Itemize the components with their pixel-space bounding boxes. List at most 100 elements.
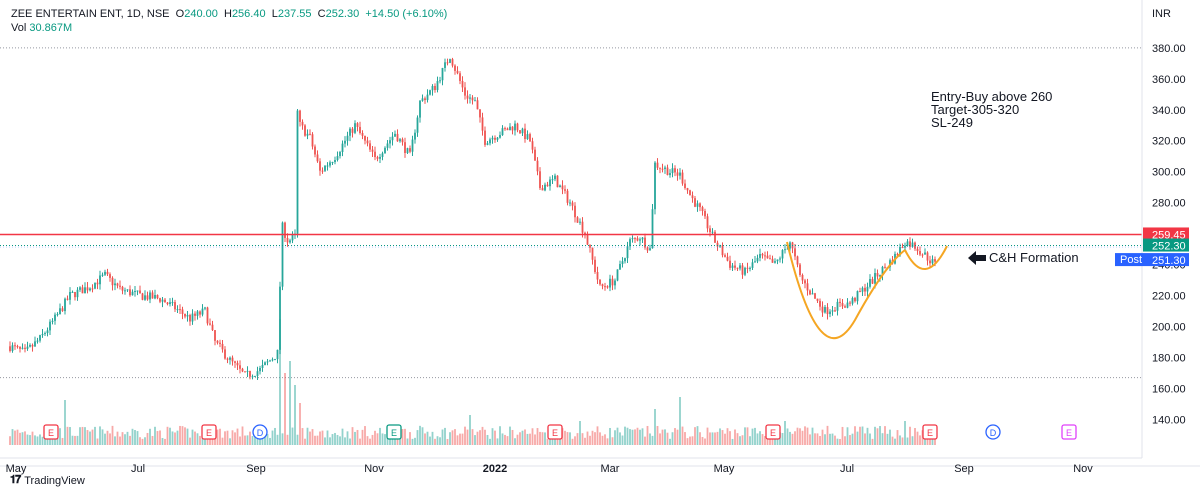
volume-bar bbox=[909, 426, 911, 445]
volume-bar bbox=[531, 428, 534, 445]
volume-bar bbox=[611, 437, 614, 445]
symbol-header[interactable]: ZEE ENTERTAIN ENT, 1D, NSE O240.00 H256.… bbox=[11, 8, 447, 20]
volume-bar bbox=[104, 433, 106, 445]
candle-body bbox=[479, 109, 481, 118]
candle-body bbox=[276, 349, 279, 360]
candle-body bbox=[669, 173, 671, 176]
earnings-marker-icon[interactable]: E bbox=[1061, 424, 1077, 440]
volume-bar bbox=[361, 429, 364, 445]
volume-bar bbox=[59, 428, 61, 445]
volume-bar bbox=[331, 434, 334, 445]
candle-body bbox=[136, 290, 139, 292]
earnings-marker-icon[interactable]: E bbox=[765, 424, 781, 440]
volume-bar bbox=[354, 431, 356, 445]
dividend-marker-icon[interactable]: D bbox=[985, 424, 1001, 440]
volume-bar bbox=[379, 427, 381, 445]
volume-bar bbox=[149, 428, 151, 445]
candle-body bbox=[604, 286, 606, 288]
volume-bar bbox=[541, 432, 544, 445]
volume-bar bbox=[814, 433, 816, 445]
volume-bar bbox=[81, 426, 84, 445]
candle-body bbox=[81, 287, 84, 294]
volume-bar bbox=[569, 432, 571, 445]
candle-body bbox=[406, 148, 409, 153]
candle-body bbox=[534, 149, 536, 161]
candle-body bbox=[749, 267, 751, 269]
candle-body bbox=[659, 167, 661, 169]
volume-bar bbox=[24, 431, 26, 445]
candle-body bbox=[41, 334, 44, 336]
candle-body bbox=[201, 308, 204, 315]
candle-body bbox=[801, 275, 804, 281]
volume-bar bbox=[406, 438, 409, 445]
x-tick-label: 2022 bbox=[483, 463, 507, 475]
volume-bar bbox=[741, 435, 744, 445]
candle-body bbox=[94, 282, 96, 289]
candle-body bbox=[446, 62, 449, 64]
volume-bar bbox=[659, 433, 661, 445]
candle-body bbox=[79, 287, 81, 290]
candle-body bbox=[759, 253, 761, 258]
earnings-marker-icon[interactable]: E bbox=[386, 424, 402, 440]
volume-bar bbox=[341, 428, 344, 445]
candle-body bbox=[501, 128, 504, 136]
candle-body bbox=[176, 309, 179, 311]
volume-bar bbox=[889, 429, 891, 445]
volume-bar bbox=[624, 426, 626, 445]
volume-bar bbox=[919, 435, 921, 445]
candle-body bbox=[246, 370, 249, 372]
candle-body bbox=[26, 346, 29, 349]
candle-body bbox=[484, 130, 486, 145]
candle-body bbox=[529, 134, 531, 142]
volume-bar bbox=[476, 431, 479, 445]
candle-body bbox=[841, 303, 844, 307]
candle-body bbox=[334, 160, 336, 163]
volume-bar bbox=[179, 425, 181, 445]
volume-bar bbox=[301, 428, 304, 445]
candle-body bbox=[234, 361, 236, 363]
volume-header[interactable]: Vol 30.867M bbox=[11, 22, 72, 34]
volume-bar bbox=[244, 435, 246, 445]
earnings-marker-icon[interactable]: E bbox=[201, 424, 217, 440]
candle-body bbox=[916, 248, 919, 252]
volume-bar bbox=[716, 431, 719, 445]
candle-body bbox=[836, 301, 839, 311]
volume-bar bbox=[646, 425, 649, 445]
candle-body bbox=[459, 73, 461, 81]
candle-body bbox=[19, 346, 21, 349]
volume-bar bbox=[206, 438, 209, 445]
candle-body bbox=[169, 302, 171, 305]
earnings-marker-icon[interactable]: E bbox=[547, 424, 563, 440]
candle-body bbox=[499, 135, 501, 138]
volume-bar bbox=[529, 433, 531, 445]
candle-body bbox=[541, 188, 544, 191]
volume-bar bbox=[729, 431, 731, 445]
volume-bar bbox=[241, 426, 244, 445]
axes: 140.00160.00180.00200.00220.00240.00260.… bbox=[0, 0, 1200, 475]
candle-body bbox=[224, 349, 226, 359]
volume-bar bbox=[181, 426, 184, 445]
candle-body bbox=[101, 274, 104, 276]
candle-body bbox=[194, 313, 196, 316]
dividend-marker-icon[interactable]: D bbox=[252, 424, 268, 440]
volume-bar bbox=[369, 438, 371, 445]
candle-body bbox=[71, 291, 74, 293]
candle-body bbox=[206, 307, 209, 324]
earnings-marker-icon[interactable]: E bbox=[922, 424, 938, 440]
earnings-marker-shape bbox=[201, 424, 217, 440]
candle-body bbox=[644, 237, 646, 248]
candle-body bbox=[239, 365, 241, 369]
tradingview-logo[interactable]: 𝟏𝟕 TradingView bbox=[10, 474, 85, 487]
earnings-marker-icon[interactable]: E bbox=[43, 424, 59, 440]
volume-bar bbox=[274, 427, 276, 445]
volume-bar bbox=[334, 432, 336, 445]
volume-bar bbox=[596, 426, 599, 445]
volume-bar bbox=[676, 429, 679, 445]
candle-body bbox=[404, 142, 406, 153]
candle-body bbox=[216, 340, 219, 343]
candle-body bbox=[691, 195, 694, 199]
volume-bar bbox=[166, 426, 169, 445]
cup-handle-drawing bbox=[786, 241, 986, 340]
